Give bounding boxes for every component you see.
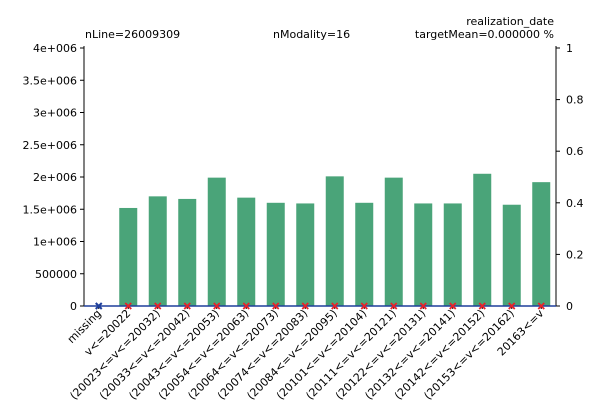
bar [237, 197, 256, 306]
missing-marker [95, 302, 103, 310]
markers-group [95, 302, 545, 310]
target-marker [331, 302, 339, 310]
y-tick-label: 1e+006 [33, 236, 77, 249]
bar [119, 207, 138, 306]
y-ticks-group: 0 500000 1e+006 1.5e+006 2e+006 2.5e+006 3e+00… [23, 42, 84, 313]
bar [148, 196, 167, 306]
feature-name-label: realization_date [466, 15, 554, 28]
y-tick-label: 3.5e+006 [23, 74, 77, 87]
nline-label: nLine=26009309 [85, 28, 181, 41]
target-marker [537, 302, 545, 310]
y2-tick-label: 0.2 [566, 248, 584, 261]
y2-ticks-group: 0 0.2 0.4 0.6 0.8 1 [556, 42, 584, 313]
y2-tick-label: 0.4 [566, 197, 584, 210]
target-marker [449, 302, 457, 310]
bar [502, 204, 521, 306]
y-tick-label: 2.5e+006 [23, 139, 77, 152]
y-tick-label: 2e+006 [33, 171, 77, 184]
y2-tick-label: 0 [566, 300, 573, 313]
bar [384, 177, 403, 306]
bar [207, 177, 226, 306]
bar [355, 202, 374, 306]
y-tick-label: 3e+006 [33, 107, 77, 120]
target-marker [124, 302, 132, 310]
y-tick-label: 4e+006 [33, 42, 77, 55]
nmodality-label: nModality=16 [273, 28, 351, 41]
target-marker [478, 302, 486, 310]
bar [473, 173, 492, 306]
target-marker [272, 302, 280, 310]
y-tick-label: 0 [70, 300, 77, 313]
bar [414, 203, 433, 306]
axes-group [83, 46, 557, 307]
target-marker [242, 302, 250, 310]
bar [296, 203, 315, 306]
target-marker [213, 302, 221, 310]
bar [178, 198, 197, 306]
y2-tick-label: 0.8 [566, 94, 584, 107]
x-labels-group: missingv<=20022(20023<=v<=20032)(20033<=… [65, 306, 547, 402]
y-tick-label: 1.5e+006 [23, 203, 77, 216]
target-marker [419, 302, 427, 310]
target-marker [508, 302, 516, 310]
y2-tick-label: 0.6 [566, 145, 584, 158]
target-marker [183, 302, 191, 310]
y2-tick-label: 1 [566, 42, 573, 55]
bar [443, 203, 462, 306]
target-marker [154, 302, 162, 310]
bar [532, 182, 551, 306]
y-tick-label: 500000 [35, 268, 77, 281]
target-marker [390, 302, 398, 310]
target-marker [360, 302, 368, 310]
bars-group [119, 173, 551, 306]
target-marker [301, 302, 309, 310]
target-mean-label: targetMean=0.000000 % [414, 28, 554, 41]
bar [325, 176, 344, 306]
bar [266, 202, 285, 306]
